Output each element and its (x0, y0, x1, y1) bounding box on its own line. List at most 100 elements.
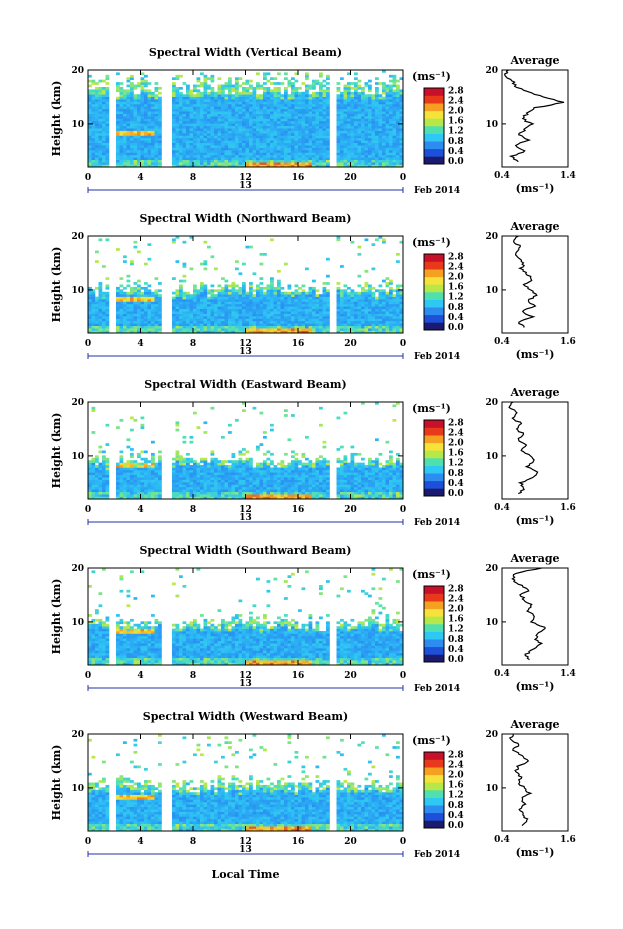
heatmap-cell (364, 159, 369, 163)
heatmap-cell (347, 308, 351, 312)
heatmap-cell (385, 291, 390, 295)
heatmap-cell (396, 116, 400, 119)
heatmap-cell (231, 125, 236, 129)
heatmap-cell (221, 164, 225, 168)
heatmap-cell (361, 96, 365, 100)
heatmap-cell (235, 154, 239, 158)
heatmap-cell (175, 299, 180, 302)
heatmap-cell (364, 135, 369, 139)
heatmap-cell (179, 318, 183, 322)
heatmap-cell (270, 91, 274, 95)
heatmap-cell (326, 308, 330, 312)
heatmap-cell (91, 157, 96, 161)
heatmap-cell (102, 130, 106, 134)
heatmap-cell (144, 328, 148, 331)
heatmap-cell (172, 147, 176, 151)
heatmap-cell (277, 135, 281, 139)
heatmap-cell (172, 496, 176, 500)
heatmap-cell (312, 289, 316, 293)
heatmap-cell (263, 320, 267, 324)
heatmap-cell (256, 96, 260, 100)
heatmap-cell (221, 294, 225, 297)
heatmap-cell (98, 103, 103, 107)
heatmap-cell (175, 477, 180, 480)
heatmap-cell (116, 147, 120, 151)
heatmap-cell (382, 106, 386, 110)
heatmap-cell (231, 142, 236, 146)
heatmap-cell (298, 140, 302, 144)
heatmap-cell (263, 294, 267, 297)
heatmap-cell (95, 328, 99, 331)
heatmap-cell (207, 311, 211, 314)
heatmap-cell (326, 159, 330, 163)
heatmap-cell (287, 318, 292, 322)
heatmap-cell (189, 267, 194, 271)
heatmap-cell (336, 133, 341, 136)
heatmap-cell (189, 130, 194, 134)
heatmap-cell (273, 137, 278, 141)
heatmap-cell (242, 303, 246, 307)
heatmap-cell (88, 145, 92, 148)
heatmap-cell (252, 101, 257, 105)
heatmap-cell (389, 86, 393, 90)
heatmap-cell (238, 152, 243, 156)
heatmap-cell (273, 113, 278, 117)
heatmap-cell (385, 164, 390, 168)
heatmap-cell (95, 162, 99, 165)
heatmap-cell (273, 135, 278, 139)
heatmap-cell (175, 120, 180, 124)
average-x-tick-label: 1.4 (560, 171, 576, 181)
heatmap-cell (259, 291, 264, 295)
heatmap-cell (298, 325, 302, 329)
heatmap-cell (266, 103, 271, 107)
heatmap-cell (312, 99, 316, 102)
heatmap-cell (224, 106, 229, 110)
heatmap-cell (231, 328, 236, 331)
heatmap-cell (98, 238, 103, 242)
heatmap-cell (322, 152, 327, 156)
heatmap-cell (116, 103, 120, 107)
heatmap-cell (221, 118, 225, 122)
heatmap-cell (228, 299, 232, 302)
heatmap-cell (210, 150, 215, 153)
heatmap-cell (119, 133, 124, 136)
heatmap-cell (357, 79, 362, 83)
heatmap-cell (354, 311, 358, 314)
heatmap-cell (224, 82, 229, 85)
heatmap-cell (368, 120, 372, 124)
heatmap-cell (382, 164, 386, 168)
heatmap-cell (242, 286, 246, 290)
colorbar-tick-label: 0.0 (448, 157, 464, 167)
heatmap-cell (322, 91, 327, 95)
heatmap-cell (319, 74, 323, 78)
heatmap-cell (207, 106, 211, 110)
heatmap-cell (242, 113, 246, 117)
heatmap-cell (357, 94, 362, 97)
heatmap-cell (312, 164, 316, 168)
heatmap-cell (203, 74, 208, 78)
heatmap-cell (196, 140, 201, 144)
heatmap-cell (154, 116, 159, 119)
heatmap-cell (371, 164, 376, 168)
heatmap-cell (396, 301, 400, 305)
heatmap-cell (249, 84, 253, 88)
heatmap-cell (119, 469, 124, 473)
heatmap-cell (102, 291, 106, 295)
heatmap-cell (186, 142, 190, 146)
heatmap-cell (357, 274, 362, 278)
heatmap-cell (137, 108, 141, 112)
heatmap-cell (228, 113, 232, 117)
heatmap-cell (319, 113, 323, 117)
heatmap-cell (119, 296, 124, 300)
heatmap-cell (196, 106, 201, 110)
heatmap-cell (130, 467, 134, 471)
heatmap-cell (273, 101, 278, 105)
heatmap-cell (252, 99, 257, 102)
heatmap-cell (95, 306, 99, 310)
heatmap-cell (200, 152, 204, 156)
heatmap-cell (196, 325, 201, 329)
heatmap-cell (88, 113, 92, 117)
heatmap-cell (336, 94, 341, 97)
heatmap-cell (245, 128, 250, 131)
heatmap-cell (266, 86, 271, 90)
